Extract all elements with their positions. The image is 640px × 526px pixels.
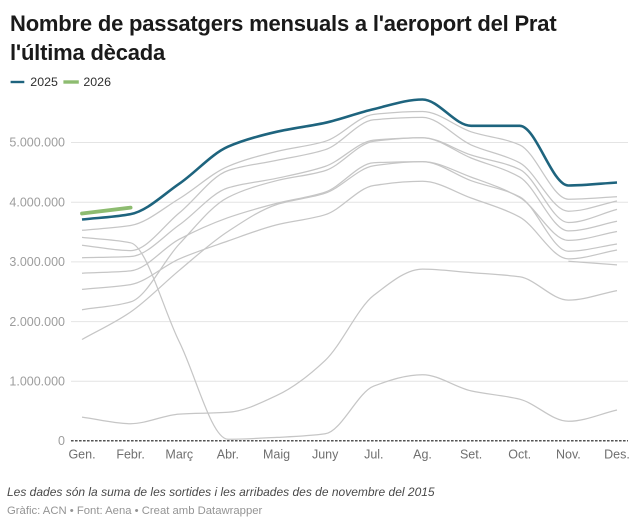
svg-text:0: 0: [58, 434, 65, 448]
svg-text:Gen.: Gen.: [68, 448, 95, 462]
svg-text:Oct.: Oct.: [508, 448, 531, 462]
svg-text:3.000.000: 3.000.000: [9, 255, 65, 269]
svg-text:Abr.: Abr.: [217, 448, 239, 462]
svg-text:5.000.000: 5.000.000: [9, 136, 65, 150]
svg-text:1.000.000: 1.000.000: [9, 375, 65, 389]
svg-text:2025: 2025: [30, 75, 58, 89]
svg-text:Març: Març: [165, 448, 193, 462]
svg-text:Set.: Set.: [460, 448, 482, 462]
svg-text:Jul.: Jul.: [364, 448, 383, 462]
svg-text:2026: 2026: [83, 75, 111, 89]
svg-text:Juny: Juny: [312, 448, 339, 462]
svg-text:Des.: Des.: [604, 448, 630, 462]
svg-text:Maig: Maig: [263, 448, 290, 462]
svg-text:Nov.: Nov.: [556, 448, 581, 462]
svg-text:2.000.000: 2.000.000: [9, 315, 65, 329]
svg-text:4.000.000: 4.000.000: [9, 195, 65, 209]
svg-text:Febr.: Febr.: [116, 448, 145, 462]
svg-text:Ag.: Ag.: [413, 448, 432, 462]
